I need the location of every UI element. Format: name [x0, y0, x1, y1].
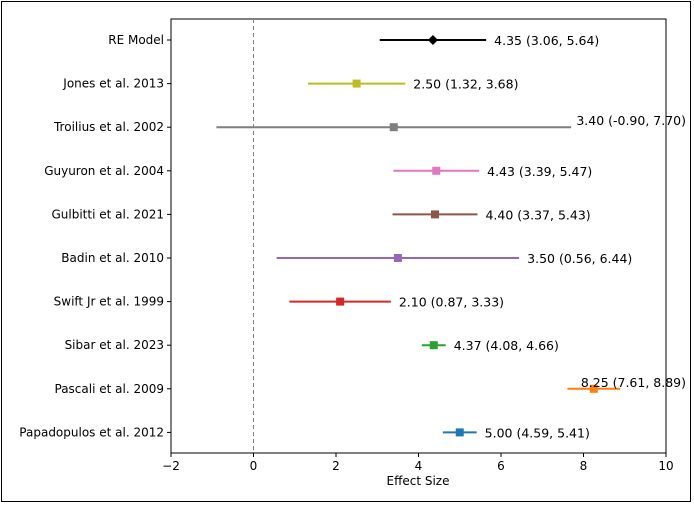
- x-tick-label: 4: [415, 459, 423, 473]
- point-estimate-marker: [389, 123, 398, 132]
- y-axis-study-labels: RE Model Jones et al. 2013 Troilius et al.…: [19, 33, 171, 439]
- ci-value-label: 4.35 (3.06, 5.64): [494, 33, 599, 48]
- x-tick-label: −2: [162, 459, 180, 473]
- x-tick-label: 2: [332, 459, 340, 473]
- study-label: Jones et al. 2013: [62, 77, 164, 91]
- point-estimate-marker: [352, 79, 361, 88]
- study-label: Troilius et al. 2002: [53, 120, 164, 134]
- study-label: Guyuron et al. 2004: [44, 164, 164, 178]
- x-tick-label: 8: [580, 459, 588, 473]
- study-label: Badin et al. 2010: [61, 251, 164, 265]
- study-label: Gulbitti et al. 2021: [51, 207, 164, 221]
- point-estimate-marker: [455, 428, 464, 437]
- ci-value-label: 4.37 (4.08, 4.66): [454, 338, 559, 353]
- x-tick-label: 0: [250, 459, 258, 473]
- x-axis-title: Effect Size: [387, 474, 450, 488]
- point-estimate-marker: [432, 166, 441, 175]
- pooled-estimate-diamond: [427, 35, 438, 45]
- ci-value-label: 3.50 (0.56, 6.44): [527, 251, 632, 266]
- study-label: RE Model: [108, 33, 164, 47]
- point-estimate-marker: [429, 341, 438, 350]
- study-label: Papadopulos et al. 2012: [19, 425, 164, 439]
- ci-value-label: 2.50 (1.32, 3.68): [413, 77, 518, 92]
- point-estimate-marker: [336, 297, 345, 306]
- point-estimate-marker: [589, 384, 598, 393]
- study-label: Swift Jr et al. 1999: [54, 295, 164, 309]
- ci-value-label: 2.10 (0.87, 3.33): [399, 295, 504, 310]
- ci-value-label: 3.40 (-0.90, 7.70): [576, 113, 686, 128]
- x-tick-label: 6: [497, 459, 505, 473]
- x-tick-label: 10: [658, 459, 673, 473]
- ci-value-label: 4.40 (3.37, 5.43): [485, 207, 590, 222]
- ci-value-label: 5.00 (4.59, 5.41): [485, 425, 590, 440]
- study-label: Pascali et al. 2009: [55, 382, 165, 396]
- ci-value-label: 8.25 (7.61, 8.89): [581, 375, 686, 390]
- ci-value-label: 4.43 (3.39, 5.47): [487, 164, 592, 179]
- point-estimate-marker: [393, 254, 402, 262]
- point-estimate-marker: [431, 210, 439, 219]
- x-axis-ticks: −2 0 2 4 6 8 10: [162, 453, 674, 473]
- study-label: Sibar et al. 2023: [65, 338, 164, 352]
- chart-marks: 4.35 (3.06, 5.64) 2.50 (1.32, 3.68) 3.40 (…: [216, 19, 686, 453]
